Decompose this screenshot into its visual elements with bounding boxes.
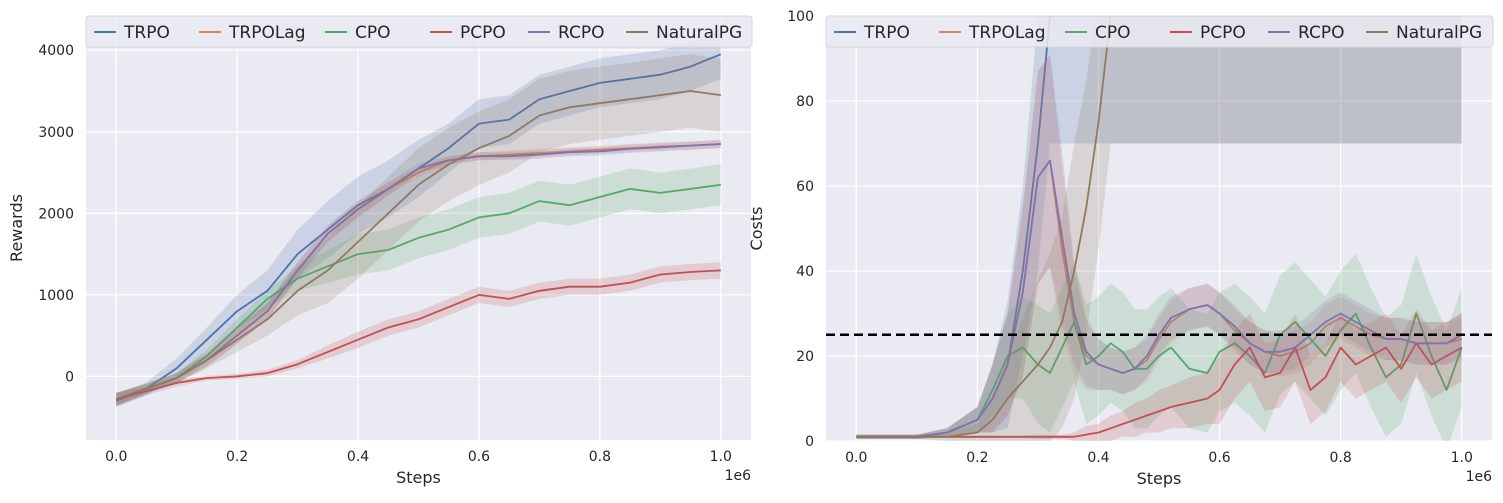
plot-series — [115, 29, 722, 408]
ytick-label: 100 — [787, 9, 814, 25]
legend-item: NaturalPG — [1366, 23, 1482, 43]
band-pcpo — [856, 309, 1462, 441]
ytick-label: 60 — [796, 179, 814, 195]
legend-item: PCPO — [1170, 23, 1246, 43]
legend-item: TRPO — [834, 23, 910, 43]
xtick-label: 0.8 — [589, 449, 611, 465]
legend-item: RCPO — [528, 23, 604, 43]
panel-1: 0 1000 2000 3000 4000 0.0 0.2 0.4 0.6 0.8 1.0 1e6 St… — [7, 15, 753, 487]
ytick-label: 40 — [796, 264, 814, 280]
line-cpo — [115, 183, 721, 401]
legend-frame — [85, 15, 753, 48]
band-rcpo — [116, 139, 721, 406]
ytick-label: 0 — [805, 434, 814, 450]
ytick-label: 0 — [65, 369, 74, 385]
ytick-label: 20 — [796, 349, 814, 365]
ytick-label: 80 — [796, 94, 814, 110]
x-offset-label: 1e6 — [725, 468, 752, 484]
xtick-label: 1.0 — [1451, 450, 1473, 466]
plot-area — [86, 16, 751, 440]
legend-item: NaturalPG — [626, 23, 742, 43]
legend-label: CPO — [355, 23, 391, 43]
band-naturalpg — [856, 16, 1462, 441]
xtick-label: 0.4 — [1087, 450, 1109, 466]
line-rcpo — [115, 143, 721, 401]
xtick-label: 0.6 — [468, 449, 490, 465]
legend-label: PCPO — [1200, 23, 1246, 43]
legend-item: TRPOLag — [199, 23, 306, 43]
legend-item: TRPO — [94, 23, 170, 43]
legend-label: TRPO — [123, 23, 170, 43]
legend-item: CPO — [1065, 23, 1131, 43]
legend: TRPO TRPOLag CPO PCPO RCPO NaturalPG — [825, 15, 1494, 48]
legend-item: PCPO — [430, 23, 506, 43]
x-axis-label: Steps — [1137, 469, 1182, 488]
legend-item: RCPO — [1268, 23, 1344, 43]
xtick-label: 0.6 — [1208, 450, 1230, 466]
panel-2: 0 20 40 60 80 100 0.0 0.2 0.4 0.6 0.8 1.0 1e6 Steps Co… — [747, 9, 1494, 488]
y-axis-label: Costs — [747, 207, 766, 251]
legend: TRPO TRPOLag CPO PCPO RCPO NaturalPG — [85, 15, 753, 48]
line-pcpo — [115, 269, 721, 401]
legend-item: CPO — [325, 23, 391, 43]
legend-label: TRPO — [863, 23, 910, 43]
legend-frame — [825, 15, 1494, 48]
band-rcpo — [856, 54, 1462, 439]
ytick-label: 1000 — [38, 288, 74, 304]
x-offset-label: 1e6 — [1466, 469, 1493, 485]
xtick-label: 0.0 — [845, 450, 867, 466]
ytick-label: 3000 — [38, 125, 74, 141]
xtick-label: 0.0 — [105, 449, 127, 465]
band-trpolag — [116, 139, 721, 406]
plot-area — [826, 16, 1492, 441]
line-cpo — [856, 312, 1463, 438]
band-naturalpg — [116, 54, 721, 406]
legend-item: TRPOLag — [939, 23, 1046, 43]
xtick-label: 0.4 — [347, 449, 369, 465]
line-pcpo — [856, 342, 1463, 438]
band-trpo — [116, 29, 721, 408]
ytick-label: 2000 — [38, 206, 74, 222]
legend-label: TRPOLag — [228, 23, 306, 43]
line-rcpo — [856, 159, 1463, 438]
plot-series — [856, 16, 1463, 441]
line-trpo — [856, 16, 1462, 438]
legend-label: CPO — [1095, 23, 1131, 43]
band-cpo — [856, 254, 1462, 441]
xtick-label: 0.8 — [1330, 450, 1352, 466]
y-axis-label: Rewards — [7, 194, 26, 262]
legend-label: RCPO — [558, 23, 604, 43]
legend-label: RCPO — [1298, 23, 1344, 43]
line-naturalpg — [856, 16, 1462, 438]
legend-label: PCPO — [460, 23, 506, 43]
band-pcpo — [116, 262, 721, 406]
xtick-label: 0.2 — [226, 449, 248, 465]
x-axis-label: Steps — [396, 468, 441, 487]
legend-label: TRPOLag — [968, 23, 1046, 43]
xtick-label: 1.0 — [710, 449, 732, 465]
band-trpo — [856, 16, 1462, 439]
line-naturalpg — [115, 90, 721, 401]
ytick-label: 4000 — [38, 43, 74, 59]
xtick-label: 0.2 — [966, 450, 988, 466]
band-cpo — [116, 164, 721, 406]
legend-label: NaturalPG — [1396, 23, 1482, 43]
legend-label: NaturalPG — [656, 23, 742, 43]
